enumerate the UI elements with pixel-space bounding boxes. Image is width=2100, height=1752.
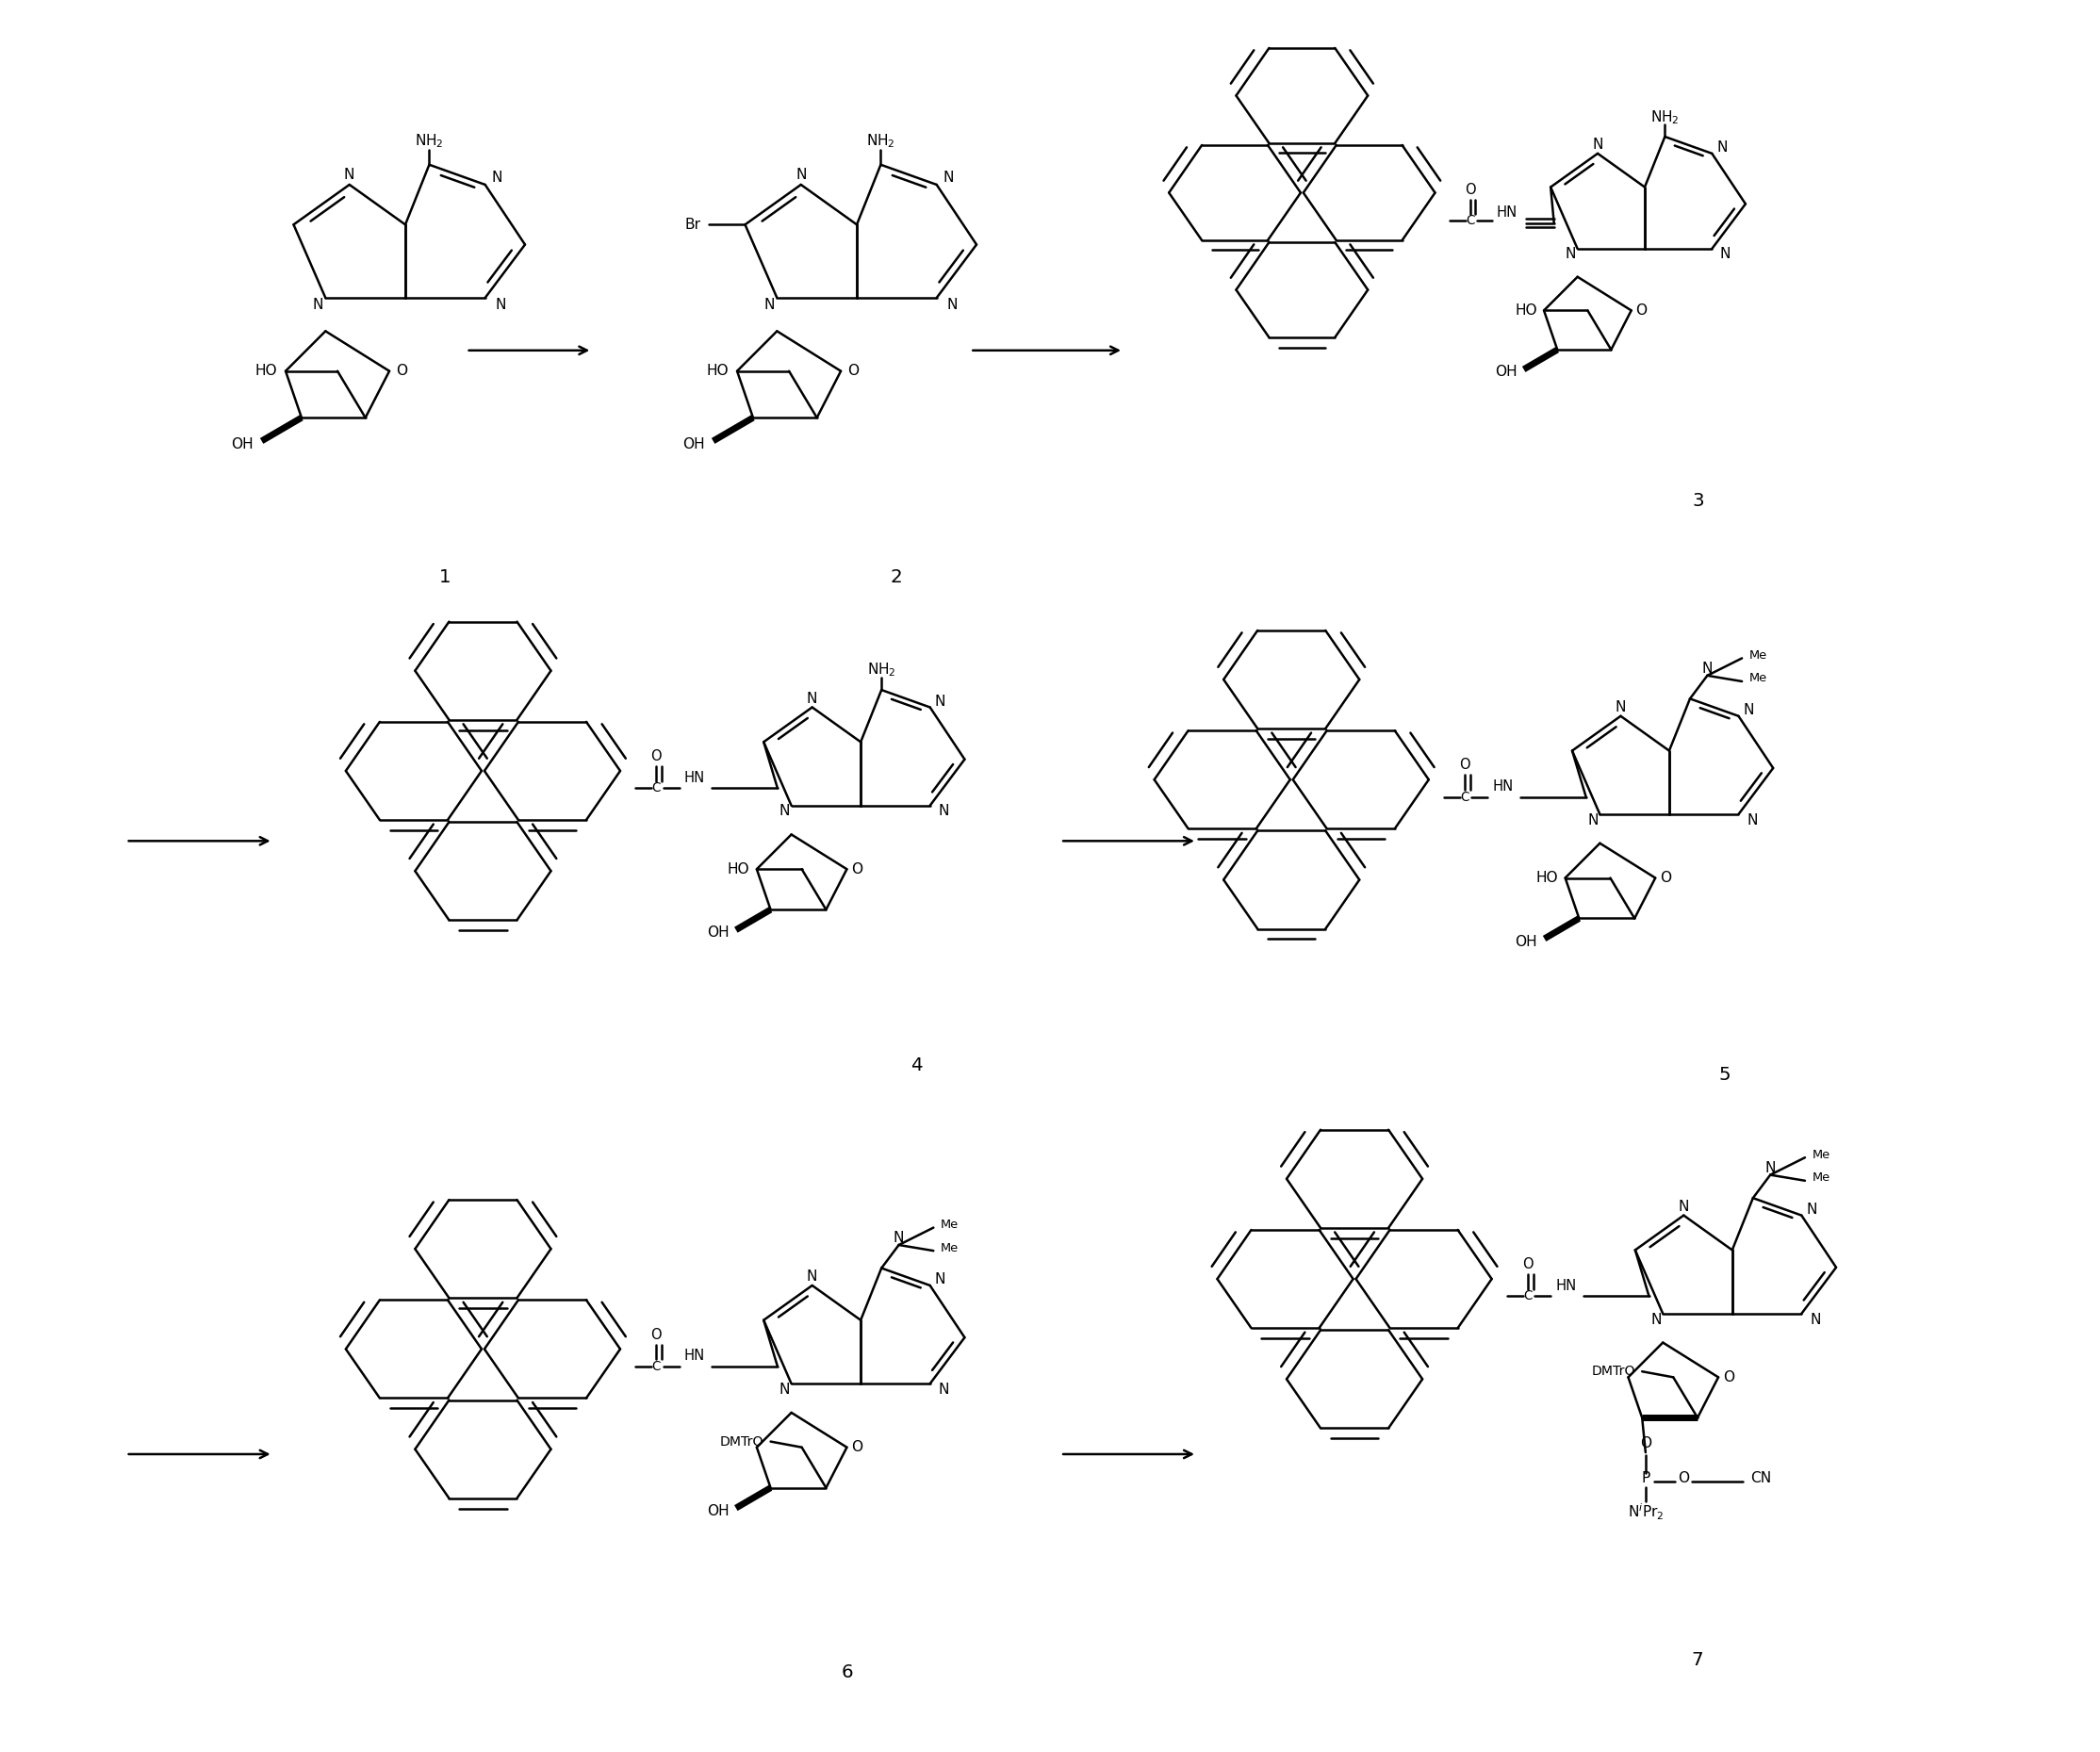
Text: N: N	[1615, 701, 1625, 715]
Text: 4: 4	[909, 1056, 922, 1074]
Text: N: N	[1806, 1202, 1817, 1216]
Text: C: C	[651, 781, 662, 795]
Text: 1: 1	[439, 568, 452, 587]
Text: N: N	[806, 1270, 817, 1284]
Text: O: O	[1678, 1472, 1688, 1486]
Text: N: N	[1592, 138, 1602, 152]
Text: 6: 6	[840, 1664, 853, 1682]
Text: N: N	[1720, 247, 1730, 261]
Text: Br: Br	[685, 217, 701, 231]
Text: O: O	[395, 364, 407, 378]
Text: N: N	[1701, 662, 1714, 676]
Text: C: C	[651, 1360, 662, 1374]
Text: N: N	[1564, 247, 1577, 261]
Text: N: N	[935, 694, 945, 708]
Text: Me: Me	[1812, 1149, 1829, 1162]
Text: O: O	[651, 750, 662, 764]
Text: OH: OH	[231, 438, 254, 452]
Text: C: C	[1466, 214, 1474, 228]
Text: N: N	[344, 168, 355, 182]
Text: N: N	[1678, 1200, 1688, 1214]
Text: N: N	[1810, 1312, 1821, 1326]
Text: HO: HO	[708, 364, 729, 378]
Text: C: C	[1522, 1289, 1533, 1303]
Text: O: O	[1464, 182, 1476, 196]
Text: O: O	[846, 364, 859, 378]
Text: HO: HO	[1514, 303, 1537, 317]
Text: HN: HN	[1493, 780, 1514, 794]
Text: N: N	[313, 298, 323, 312]
Text: N: N	[939, 804, 949, 818]
Text: OH: OH	[683, 438, 706, 452]
Text: N: N	[1743, 703, 1754, 717]
Text: O: O	[1722, 1370, 1735, 1384]
Text: N: N	[935, 1272, 945, 1286]
Text: O: O	[1659, 871, 1672, 885]
Text: OH: OH	[1516, 934, 1537, 948]
Text: N: N	[1651, 1312, 1661, 1326]
Text: NH$_2$: NH$_2$	[867, 133, 895, 151]
Text: O: O	[1636, 303, 1646, 317]
Text: HO: HO	[1535, 871, 1558, 885]
Text: N: N	[1716, 140, 1728, 154]
Text: O: O	[651, 1328, 662, 1342]
Text: 2: 2	[890, 568, 903, 587]
Text: N: N	[947, 298, 958, 312]
Text: O: O	[1640, 1437, 1651, 1451]
Text: HN: HN	[685, 1349, 706, 1363]
Text: CN: CN	[1751, 1472, 1772, 1486]
Text: NH$_2$: NH$_2$	[416, 133, 443, 151]
Text: Me: Me	[1812, 1172, 1829, 1184]
Text: N: N	[1747, 813, 1758, 827]
Text: N: N	[491, 172, 502, 186]
Text: 7: 7	[1691, 1652, 1703, 1670]
Text: HN: HN	[1556, 1279, 1577, 1293]
Text: N: N	[779, 1382, 790, 1396]
Text: 3: 3	[1693, 492, 1705, 510]
Text: Me: Me	[941, 1242, 958, 1254]
Text: DMTrO: DMTrO	[720, 1435, 764, 1449]
Text: Me: Me	[1749, 673, 1766, 685]
Text: OH: OH	[708, 925, 729, 939]
Text: HO: HO	[256, 364, 277, 378]
Text: N: N	[892, 1232, 905, 1246]
Text: O: O	[1460, 759, 1470, 773]
Text: N: N	[943, 172, 953, 186]
Text: Me: Me	[941, 1219, 958, 1232]
Text: DMTrO: DMTrO	[1592, 1365, 1636, 1379]
Text: OH: OH	[708, 1503, 729, 1517]
Text: N: N	[796, 168, 806, 182]
Text: NH$_2$: NH$_2$	[1651, 109, 1680, 126]
Text: P: P	[1642, 1472, 1651, 1486]
Text: N: N	[764, 298, 775, 312]
Text: N: N	[1588, 813, 1598, 827]
Text: NH$_2$: NH$_2$	[867, 661, 897, 678]
Text: N: N	[806, 692, 817, 706]
Text: O: O	[851, 1440, 863, 1454]
Text: Me: Me	[1749, 650, 1766, 662]
Text: N: N	[1764, 1162, 1777, 1176]
Text: HN: HN	[685, 771, 706, 785]
Text: N: N	[496, 298, 506, 312]
Text: N: N	[939, 1382, 949, 1396]
Text: 5: 5	[1718, 1065, 1730, 1083]
Text: HN: HN	[1497, 205, 1518, 219]
Text: N$^i$Pr$_2$: N$^i$Pr$_2$	[1628, 1501, 1663, 1522]
Text: O: O	[851, 862, 863, 876]
Text: O: O	[1522, 1258, 1533, 1272]
Text: HO: HO	[727, 862, 750, 876]
Text: OH: OH	[1495, 364, 1516, 378]
Text: C: C	[1460, 790, 1470, 804]
Text: N: N	[779, 804, 790, 818]
